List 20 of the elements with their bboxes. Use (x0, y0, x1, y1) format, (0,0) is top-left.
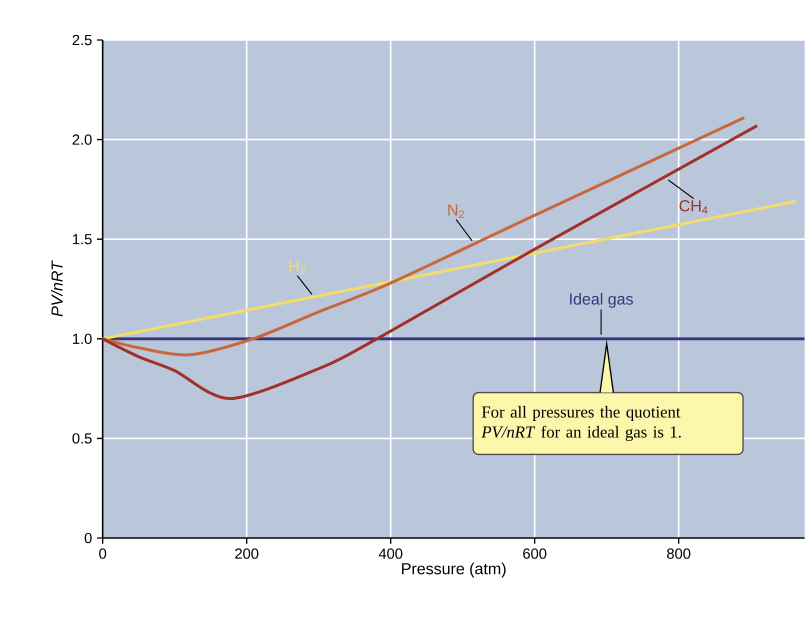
series-label: CH$_{4}$ (680, 200, 708, 214)
series-label: H$_{2}$ (290, 260, 306, 274)
x-tick-label: 200 (235, 548, 258, 559)
y-tick-label: 1.0 (72, 334, 92, 344)
y-axis-title: PV/nRT (50, 260, 63, 316)
y-tick-label: 0.5 (72, 433, 92, 444)
y-tick-label: 2.0 (72, 134, 92, 145)
annotation: For all pressures the quotient PV/nRT for an ideal gas is 1. (481, 406, 681, 442)
x-axis-title: Pressure (atm) (402, 562, 506, 578)
line-series (101, 124, 759, 400)
x-tick-label: 600 (523, 548, 546, 559)
y-tick-label: 0 (84, 532, 92, 544)
line-series (101, 116, 746, 356)
y-tick-label: 2.5 (72, 34, 92, 46)
series-label: Ideal gas (570, 292, 633, 308)
x-tick-label: 400 (378, 548, 402, 559)
y-tick-label: 1.5 (72, 234, 92, 244)
x-tick-label: 0 (99, 548, 106, 559)
series-label: N$_{2}$ (448, 204, 464, 218)
x-tick-label: 800 (667, 548, 690, 559)
